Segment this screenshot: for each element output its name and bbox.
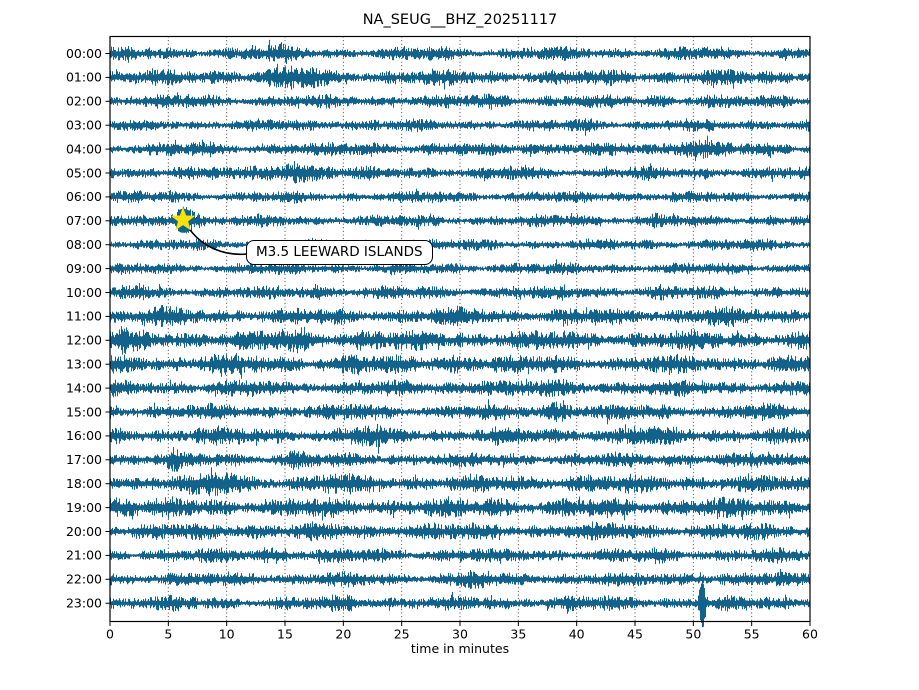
seismic-trace-row-04:00 bbox=[110, 135, 810, 162]
x-tick-label: 45 bbox=[627, 627, 643, 642]
y-tick-label: 20:00 bbox=[66, 524, 102, 539]
y-tick-label: 02:00 bbox=[66, 94, 102, 109]
event-star-icon bbox=[170, 206, 196, 231]
x-tick-label: 30 bbox=[452, 627, 468, 642]
x-tick-label: 15 bbox=[277, 627, 293, 642]
seismic-trace-row-20:00 bbox=[110, 521, 810, 542]
y-tick-label: 15:00 bbox=[66, 404, 102, 419]
seismic-trace-row-19:00 bbox=[110, 496, 810, 521]
x-axis-title: time in minutes bbox=[410, 641, 510, 656]
seismic-trace-row-11:00 bbox=[110, 305, 810, 328]
x-tick-label: 25 bbox=[394, 627, 410, 642]
y-tick-label: 18:00 bbox=[66, 476, 102, 491]
chart-title: NA_SEUG__BHZ_20251117 bbox=[362, 12, 558, 28]
seismic-trace-row-16:00 bbox=[110, 424, 810, 454]
x-tick-label: 55 bbox=[744, 627, 760, 642]
y-tick-label: 17:00 bbox=[66, 452, 102, 467]
y-tick-label: 04:00 bbox=[66, 141, 102, 156]
x-tick-label: 10 bbox=[219, 627, 235, 642]
seismic-trace-row-14:00 bbox=[110, 378, 810, 398]
y-tick-label: 16:00 bbox=[66, 428, 102, 443]
seismic-trace-row-03:00 bbox=[110, 118, 810, 136]
seismic-trace-row-21:00 bbox=[110, 547, 810, 565]
x-tick-label: 0 bbox=[106, 627, 114, 642]
y-tick-label: 11:00 bbox=[66, 309, 102, 324]
event-annotation-label: M3.5 LEEWARD ISLANDS bbox=[256, 244, 423, 260]
seismic-trace-row-00:00 bbox=[110, 39, 810, 64]
seismic-trace-row-07:00 bbox=[110, 206, 810, 234]
y-tick-label: 10:00 bbox=[66, 285, 102, 300]
y-tick-label: 13:00 bbox=[66, 357, 102, 372]
y-tick-label: 01:00 bbox=[66, 70, 102, 85]
x-tick-label: 50 bbox=[685, 627, 701, 642]
seismic-trace-row-01:00 bbox=[110, 63, 810, 90]
x-tick-label: 40 bbox=[569, 627, 585, 642]
y-tick-label: 12:00 bbox=[66, 333, 102, 348]
x-tick-label: 60 bbox=[802, 627, 818, 642]
y-tick-label: 05:00 bbox=[66, 165, 102, 180]
y-tick-label: 19:00 bbox=[66, 500, 102, 515]
y-tick-label: 23:00 bbox=[66, 596, 102, 611]
seismic-trace-row-15:00 bbox=[110, 399, 810, 425]
y-tick-label: 00:00 bbox=[66, 46, 102, 61]
x-tick-label: 35 bbox=[510, 627, 526, 642]
x-tick-label: 5 bbox=[164, 627, 172, 642]
seismic-trace-row-22:00 bbox=[110, 568, 810, 589]
annotation-arrow bbox=[189, 229, 248, 256]
event-annotation-box: M3.5 LEEWARD ISLANDS bbox=[246, 240, 433, 265]
seismic-trace-row-13:00 bbox=[110, 353, 810, 379]
seismic-trace-row-18:00 bbox=[110, 467, 810, 497]
y-tick-label: 09:00 bbox=[66, 261, 102, 276]
x-tick-label: 20 bbox=[335, 627, 351, 642]
seismic-trace-row-06:00 bbox=[110, 188, 810, 204]
y-tick-label: 07:00 bbox=[66, 213, 102, 228]
y-tick-label: 22:00 bbox=[66, 572, 102, 587]
y-tick-label: 21:00 bbox=[66, 548, 102, 563]
y-tick-label: 03:00 bbox=[66, 118, 102, 133]
seismic-trace-row-05:00 bbox=[110, 161, 810, 184]
y-tick-label: 06:00 bbox=[66, 189, 102, 204]
y-tick-label: 14:00 bbox=[66, 380, 102, 395]
y-tick-label: 08:00 bbox=[66, 237, 102, 252]
seismic-trace-row-09:00 bbox=[110, 259, 810, 276]
